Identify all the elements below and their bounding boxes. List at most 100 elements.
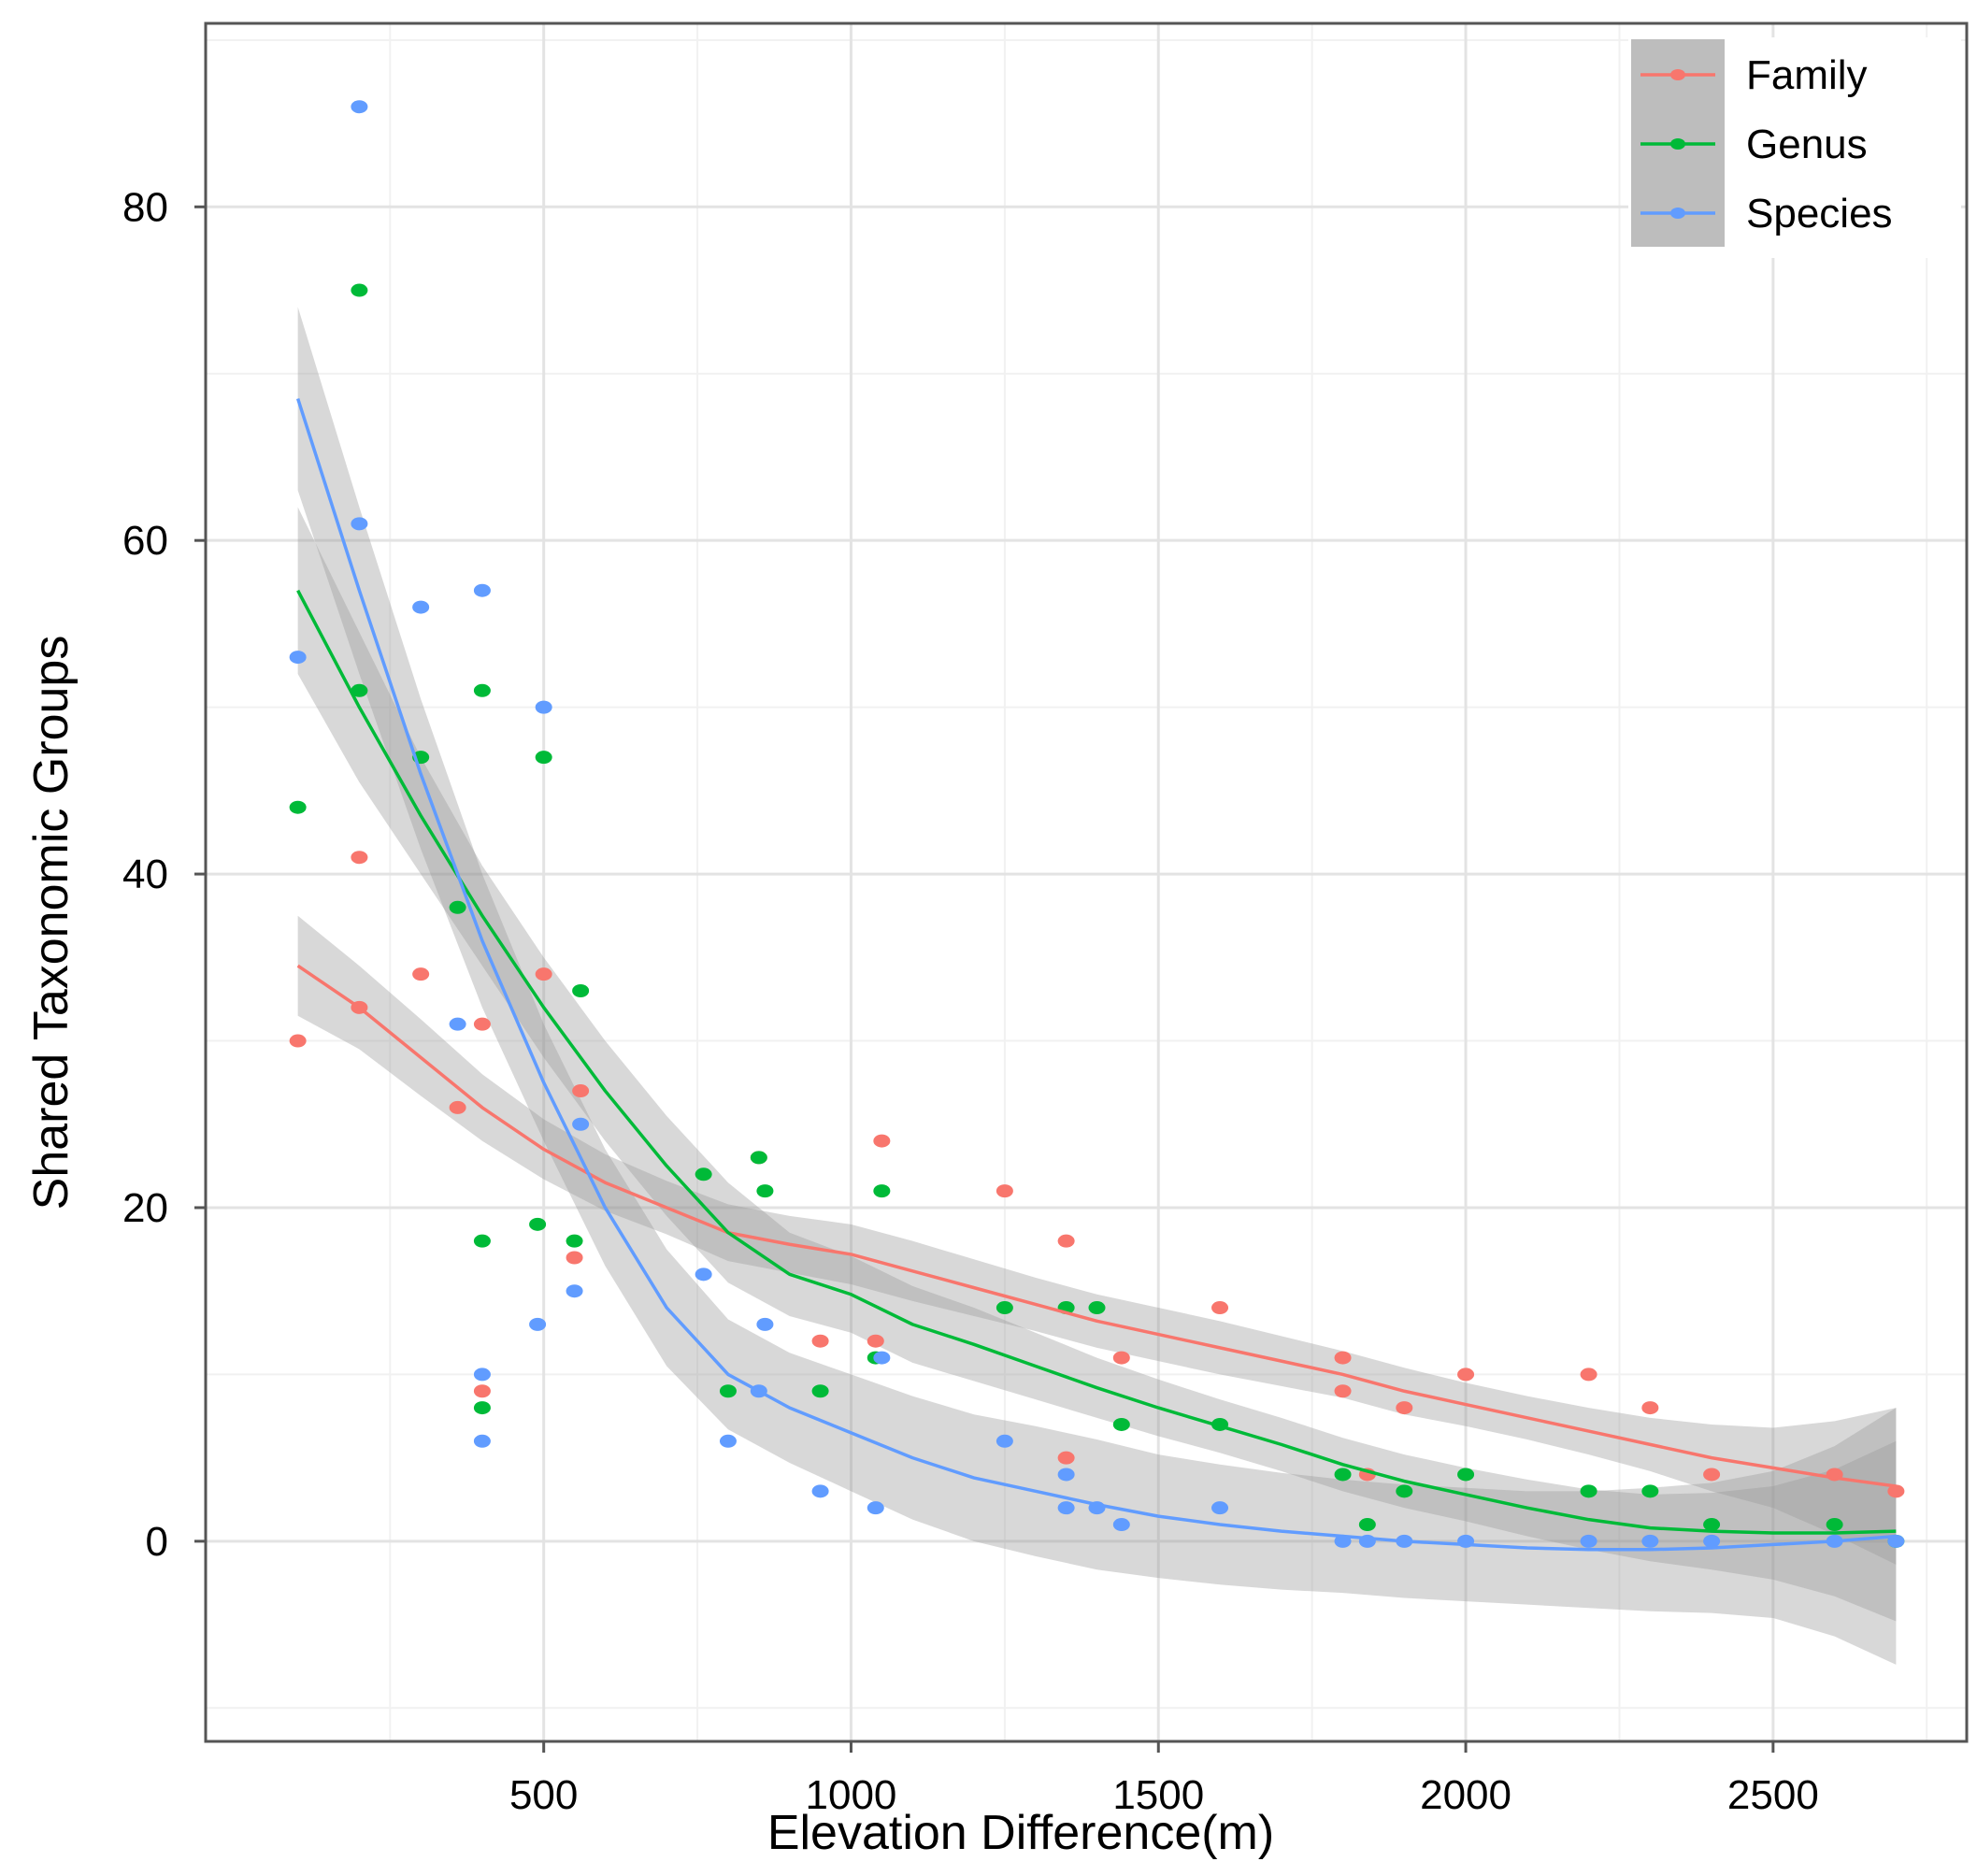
genus-point	[1334, 1468, 1352, 1482]
genus-point	[811, 1384, 829, 1398]
species-point	[1641, 1534, 1659, 1548]
family-point	[566, 1251, 583, 1265]
family-point	[1641, 1401, 1659, 1415]
smooth-lines	[295, 397, 1897, 1552]
family-point	[996, 1184, 1013, 1198]
species-point	[351, 100, 368, 114]
y-axis-title: Shared Taxonomic Groups	[24, 636, 79, 1210]
genus-point	[473, 1401, 491, 1415]
species-point	[756, 1317, 774, 1331]
genus-point	[756, 1184, 774, 1198]
species-point	[572, 1117, 590, 1131]
legend-key-point	[1670, 208, 1685, 219]
y-tick-label: 80	[122, 184, 168, 230]
legend-key-point	[1670, 138, 1685, 150]
species-point	[695, 1267, 712, 1282]
family-point	[1887, 1484, 1905, 1498]
genus-point	[1396, 1484, 1413, 1498]
legend-label-species: Species	[1746, 191, 1893, 236]
species-point	[719, 1434, 737, 1448]
species-point	[811, 1484, 829, 1498]
x-tick-label: 2000	[1420, 1772, 1511, 1818]
species-point	[1112, 1518, 1130, 1532]
genus-point	[1826, 1518, 1843, 1532]
family-point	[351, 851, 368, 865]
x-tick-label: 500	[509, 1772, 578, 1818]
family-point	[473, 1017, 491, 1031]
genus-point	[1580, 1484, 1597, 1498]
genus-point	[996, 1301, 1013, 1315]
x-tick-label: 1500	[1112, 1772, 1204, 1818]
genus-point	[1457, 1468, 1475, 1482]
genus-point	[572, 983, 590, 997]
family-point	[1580, 1368, 1597, 1382]
family-point	[867, 1334, 884, 1348]
genus-point	[566, 1234, 583, 1248]
y-tick-label: 0	[146, 1519, 168, 1565]
genus-point	[449, 900, 466, 914]
species-smooth-line	[295, 397, 1897, 1552]
legend-key-point	[1670, 69, 1685, 80]
species-point	[473, 1434, 491, 1448]
x-tick-label: 2500	[1727, 1772, 1819, 1818]
species-point	[1057, 1501, 1075, 1515]
family-point	[412, 967, 430, 981]
species-point	[473, 583, 491, 597]
species-point	[473, 1368, 491, 1382]
grid-major	[206, 23, 1967, 1741]
species-point	[566, 1284, 583, 1298]
x-axis-title: Elevation Difference(m)	[767, 1806, 1274, 1860]
family-point	[1703, 1468, 1721, 1482]
genus-point	[1358, 1518, 1376, 1532]
family-point	[1457, 1368, 1475, 1382]
genus-point	[529, 1217, 547, 1231]
genus-point	[873, 1184, 891, 1198]
x-tick-label: 1000	[806, 1772, 897, 1818]
species-point	[1580, 1534, 1597, 1548]
species-point	[412, 600, 430, 614]
species-point	[449, 1017, 466, 1031]
genus-point	[750, 1151, 767, 1165]
family-point	[1334, 1384, 1352, 1398]
x-axis-ticks: 500 1000 1500 2000 2500	[509, 1741, 1819, 1818]
panel-border	[204, 21, 1969, 1743]
legend-label-family: Family	[1746, 52, 1868, 98]
species-point	[529, 1317, 547, 1331]
grid-minor	[206, 23, 1967, 1741]
family-point	[1211, 1301, 1229, 1315]
family-point	[289, 1034, 307, 1048]
genus-point	[1112, 1417, 1130, 1431]
family-point	[873, 1134, 891, 1148]
family-point	[473, 1384, 491, 1398]
genus-point	[535, 751, 552, 765]
family-point	[1057, 1234, 1075, 1248]
y-tick-label: 60	[122, 518, 168, 564]
species-point	[1211, 1501, 1229, 1515]
confidence-bands	[297, 307, 1897, 1665]
species-point	[351, 517, 368, 531]
species-point	[289, 651, 307, 665]
family-point	[811, 1334, 829, 1348]
y-tick-label: 40	[122, 852, 168, 897]
family-smooth-line	[296, 964, 1897, 1488]
y-tick-label: 20	[122, 1185, 168, 1231]
legend: Family Genus Species	[1628, 37, 1961, 258]
genus-point	[1703, 1518, 1721, 1532]
genus-point	[473, 683, 491, 697]
species-point	[1057, 1468, 1075, 1482]
species-point	[535, 700, 552, 714]
family-point	[449, 1100, 466, 1114]
family-point	[572, 1084, 590, 1098]
genus-confidence-band	[297, 507, 1897, 1622]
family-point	[535, 967, 552, 981]
family-point	[1112, 1351, 1130, 1365]
genus-point	[351, 283, 368, 297]
genus-point	[351, 683, 368, 697]
family-confidence-band	[297, 915, 1897, 1565]
y-axis-ticks: 0 20 40 60 80	[122, 184, 206, 1565]
genus-point	[473, 1234, 491, 1248]
legend-label-genus: Genus	[1746, 122, 1868, 167]
genus-point	[719, 1384, 737, 1398]
species-point	[873, 1351, 891, 1365]
